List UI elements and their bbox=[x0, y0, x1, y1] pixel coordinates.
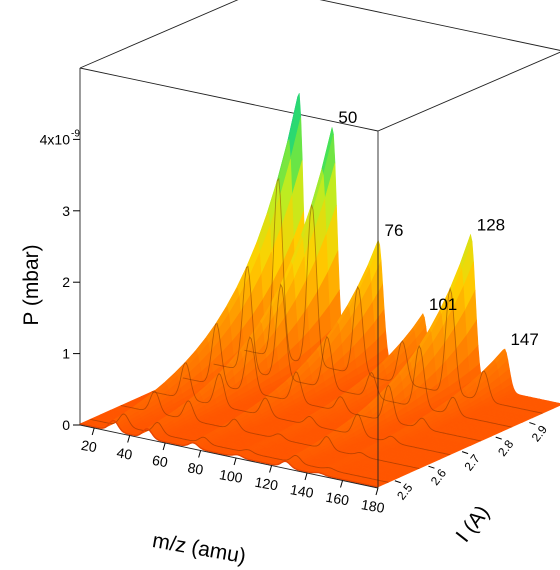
z-tick-label: 2.9 bbox=[529, 422, 551, 444]
x-tick-label: 40 bbox=[115, 444, 133, 462]
box-edge bbox=[79, 0, 239, 69]
x-tick-label: 160 bbox=[325, 489, 351, 509]
x-axis-label: m/z (amu) bbox=[151, 529, 248, 568]
peak-label: 147 bbox=[510, 330, 538, 349]
z-tick-mark bbox=[394, 480, 401, 484]
y-tick-label: 0 bbox=[62, 417, 70, 433]
box-edge bbox=[79, 67, 379, 132]
x-tick-label: 60 bbox=[151, 452, 169, 470]
y-tick-label: 1 bbox=[62, 346, 70, 362]
mesh-line bbox=[213, 265, 512, 428]
x-tick-mark bbox=[127, 435, 131, 443]
y-tick-exponent: -9 bbox=[71, 128, 80, 139]
z-tick-label: 2.5 bbox=[394, 481, 416, 503]
x-tick-mark bbox=[233, 457, 237, 466]
y-tick-label: 2 bbox=[62, 274, 70, 290]
x-tick-mark bbox=[91, 427, 95, 436]
box-edge bbox=[319, 0, 560, 51]
z-tick-label: 2.7 bbox=[461, 451, 483, 473]
x-tick-label: 140 bbox=[289, 481, 315, 501]
x-tick-label: 20 bbox=[80, 437, 98, 455]
mesh-line bbox=[151, 362, 450, 456]
peak-label: 76 bbox=[385, 221, 404, 240]
mesh-line bbox=[121, 391, 420, 469]
x-tick-label: 100 bbox=[218, 466, 244, 486]
surface-front-edge bbox=[79, 419, 379, 488]
x-tick-mark bbox=[375, 487, 379, 496]
z-tick-mark bbox=[529, 422, 536, 426]
peak-label: 101 bbox=[429, 295, 457, 314]
x-tick-mark bbox=[269, 465, 273, 473]
x-tick-label: 120 bbox=[254, 474, 280, 494]
z-axis-label: I (A) bbox=[452, 501, 495, 546]
y-tick-label: 3 bbox=[62, 203, 70, 219]
x-tick-mark bbox=[162, 442, 166, 451]
z-tick-mark bbox=[428, 465, 435, 469]
peak-label: 50 bbox=[338, 108, 357, 127]
x-tick-mark bbox=[304, 472, 308, 481]
y-axis-label: P (mbar) bbox=[20, 244, 43, 325]
x-tick-label: 80 bbox=[186, 459, 204, 477]
peak-label: 128 bbox=[477, 216, 505, 235]
pressure-surface bbox=[79, 93, 560, 488]
mesh-line bbox=[182, 323, 481, 442]
mesh-line bbox=[90, 413, 389, 483]
z-tick-label: 2.6 bbox=[428, 466, 450, 488]
peak-labels: 50 76 101 128 147 bbox=[338, 108, 538, 349]
z-tick-mark bbox=[461, 451, 469, 455]
mesh-line bbox=[244, 177, 543, 414]
z-tick-mark bbox=[495, 436, 502, 440]
x-tick-label: 180 bbox=[360, 496, 386, 516]
box-edge bbox=[377, 51, 560, 132]
x-tick-mark bbox=[340, 480, 344, 488]
y-tick-label: 4x10 bbox=[40, 131, 71, 147]
x-tick-mark bbox=[198, 450, 202, 458]
z-tick-label: 2.8 bbox=[495, 437, 517, 459]
